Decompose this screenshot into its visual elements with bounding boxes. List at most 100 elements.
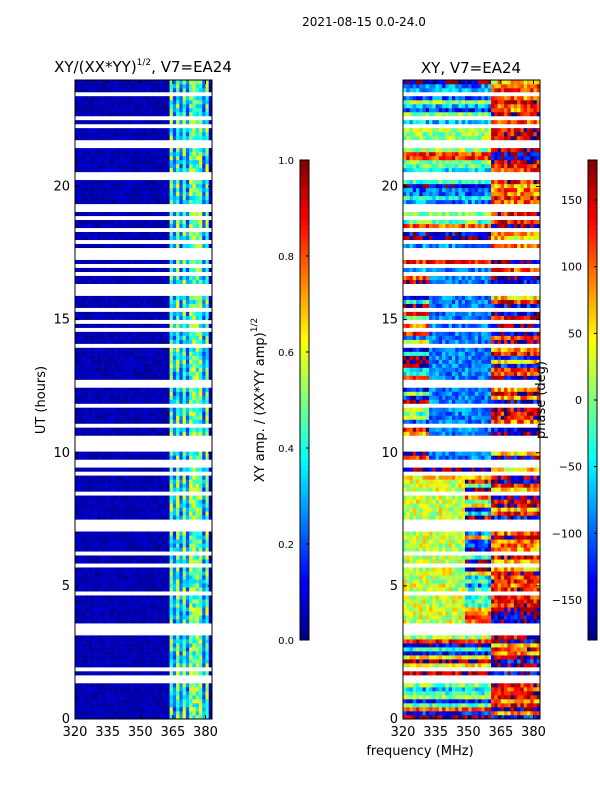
- heatmap-cell: [166, 559, 170, 564]
- heatmap-cell: [104, 187, 108, 193]
- heatmap-cell: [169, 155, 174, 161]
- heatmap-cell: [127, 371, 131, 376]
- heatmap-cell: [81, 483, 86, 488]
- heatmap-cell: [150, 583, 154, 588]
- heatmap-cell: [179, 231, 183, 237]
- heatmap-cell: [169, 663, 174, 668]
- heatmap-cell: [130, 603, 135, 608]
- heatmap-cell: [123, 495, 128, 500]
- heatmap-cell: [84, 279, 89, 284]
- heatmap-cell: [153, 531, 157, 536]
- heatmap-cell: [182, 451, 187, 456]
- heatmap-cell: [169, 467, 174, 472]
- heatmap-cell: [123, 211, 128, 217]
- heatmap-cell: [205, 131, 210, 137]
- heatmap-cell: [81, 683, 86, 688]
- heatmap-cell: [94, 347, 99, 352]
- heatmap-cell: [169, 135, 174, 141]
- heatmap-cell: [176, 663, 180, 668]
- heatmap-cell: [101, 507, 105, 512]
- heatmap-cell: [159, 375, 164, 380]
- heatmap-cell: [182, 99, 187, 105]
- heatmap-cell: [117, 135, 121, 141]
- colorbar-segment: [300, 260, 309, 266]
- heatmap-cell: [130, 643, 135, 648]
- heatmap-cell: [208, 635, 213, 640]
- colorbar-segment: [300, 450, 309, 456]
- heatmap-cell: [127, 419, 131, 424]
- heatmap-cell: [189, 535, 193, 540]
- heatmap-cell: [153, 639, 157, 644]
- heatmap-cell: [156, 179, 161, 185]
- heatmap-cell: [130, 275, 135, 280]
- heatmap-cell: [133, 687, 138, 692]
- heatmap-cell: [117, 543, 121, 548]
- heatmap-cell: [166, 579, 170, 584]
- heatmap-cell: [114, 127, 118, 133]
- heatmap-cell: [182, 80, 187, 85]
- heatmap-cell: [114, 359, 118, 364]
- heatmap-cell: [169, 235, 174, 241]
- heatmap-cell: [208, 147, 213, 153]
- gap-row: [75, 627, 212, 632]
- heatmap-cell: [156, 339, 161, 344]
- heatmap-cell: [130, 639, 135, 644]
- heatmap-cell: [185, 235, 190, 241]
- heatmap-cell: [117, 555, 121, 560]
- heatmap-cell: [208, 339, 213, 344]
- heatmap-cell: [88, 195, 92, 201]
- heatmap-cell: [166, 411, 170, 416]
- heatmap-cell: [88, 543, 92, 548]
- heatmap-cell: [117, 219, 121, 225]
- heatmap-cell: [176, 687, 180, 692]
- heatmap-cell: [84, 339, 89, 344]
- heatmap-cell: [110, 135, 115, 141]
- heatmap-cell: [107, 467, 112, 472]
- heatmap-cell: [166, 371, 170, 376]
- heatmap-cell: [130, 315, 135, 320]
- heatmap-cell: [176, 339, 180, 344]
- heatmap-cell: [182, 279, 187, 284]
- heatmap-cell: [84, 515, 89, 520]
- heatmap-cell: [153, 267, 157, 272]
- heatmap-cell: [202, 603, 206, 608]
- heatmap-cell: [166, 663, 170, 668]
- heatmap-cell: [140, 179, 144, 185]
- heatmap-cell: [150, 539, 154, 544]
- heatmap-cell: [133, 671, 138, 676]
- heatmap-cell: [195, 483, 200, 488]
- heatmap-cell: [136, 567, 141, 572]
- heatmap-cell: [163, 483, 167, 488]
- heatmap-cell: [123, 455, 128, 460]
- heatmap-cell: [127, 651, 131, 656]
- heatmap-cell: [195, 639, 200, 644]
- heatmap-cell: [75, 663, 79, 668]
- heatmap-cell: [205, 295, 210, 300]
- heatmap-cell: [192, 647, 196, 652]
- heatmap-cell: [120, 219, 125, 225]
- gap-row: [75, 623, 212, 628]
- heatmap-cell: [208, 511, 213, 516]
- heatmap-cell: [130, 703, 135, 708]
- heatmap-cell: [189, 583, 193, 588]
- heatmap-cell: [176, 187, 180, 193]
- heatmap-cell: [104, 355, 108, 360]
- heatmap-cell: [156, 80, 161, 85]
- heatmap-cell: [143, 155, 148, 161]
- heatmap-cell: [198, 331, 203, 336]
- heatmap-cell: [185, 575, 190, 580]
- heatmap-cell: [123, 611, 128, 616]
- heatmap-cell: [195, 155, 200, 161]
- heatmap-cell: [136, 543, 141, 548]
- heatmap-cell: [123, 295, 128, 300]
- heatmap-cell: [198, 147, 203, 153]
- heatmap-cell: [159, 80, 164, 85]
- heatmap-cell: [169, 399, 174, 404]
- heatmap-cell: [159, 559, 164, 564]
- heatmap-cell: [195, 259, 200, 265]
- heatmap-cell: [169, 531, 174, 536]
- heatmap-cell: [110, 395, 115, 400]
- heatmap-cell: [182, 399, 187, 404]
- heatmap-cell: [198, 495, 203, 500]
- heatmap-cell: [208, 543, 213, 548]
